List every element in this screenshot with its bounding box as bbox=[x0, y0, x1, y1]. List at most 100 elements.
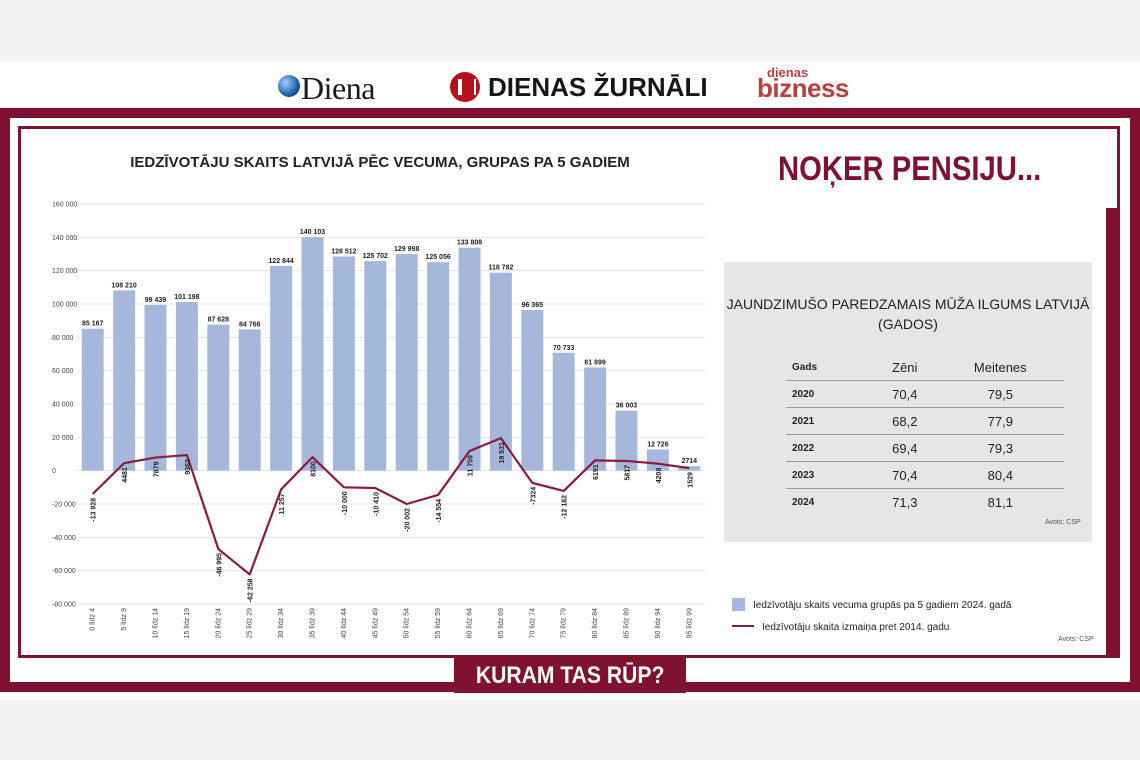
bar bbox=[615, 410, 638, 471]
line-value-label: -46 995 bbox=[216, 553, 223, 577]
x-tick-label: 15 līdz 19 bbox=[184, 608, 191, 638]
line-value-label: 4208 bbox=[656, 468, 663, 484]
y-tick-label: 140 000 bbox=[52, 235, 77, 242]
bar bbox=[332, 256, 355, 471]
bar-value-label: 101 198 bbox=[174, 294, 199, 301]
x-tick-label: 5 līdz 9 bbox=[121, 608, 128, 631]
life-expectancy-box: JAUNDZIMUŠO PAREDZAMAIS MŪŽA ILGUMS LATV… bbox=[724, 262, 1092, 542]
cell-year: 2021 bbox=[786, 407, 873, 435]
bar bbox=[552, 352, 575, 471]
x-tick-label: 20 līdz 24 bbox=[215, 608, 222, 638]
cell-boys: 68,2 bbox=[873, 407, 937, 435]
x-tick-label: 80 līdz 84 bbox=[592, 608, 599, 638]
bar bbox=[207, 324, 230, 471]
bar-value-label: 87 628 bbox=[208, 317, 230, 324]
header-year: Gads bbox=[786, 354, 873, 381]
x-tick-label: 40 līdz 44 bbox=[341, 608, 348, 638]
line-value-label: 1529 bbox=[687, 472, 694, 488]
x-tick-label: 90 līdz 94 bbox=[655, 608, 662, 638]
dienas-zurnali-logo[interactable]: DIENAS ŽURNĀLI bbox=[450, 72, 708, 103]
frame-bottom-border bbox=[18, 655, 1120, 658]
line-value-label: -62 258 bbox=[248, 578, 255, 602]
table-source: Avots: CSP bbox=[1045, 519, 1081, 526]
y-tick-label: -60 000 bbox=[52, 568, 76, 575]
bar-value-label: 36 003 bbox=[616, 403, 638, 410]
bar-value-label: 85 167 bbox=[82, 321, 104, 328]
y-tick-label: 0 bbox=[52, 468, 56, 475]
table-row: 2020 70,4 79,5 bbox=[786, 380, 1064, 408]
x-tick-label: 70 līdz 74 bbox=[529, 608, 536, 638]
subbanner-text: KURAM TAS RŪP? bbox=[475, 662, 665, 689]
life-table-title: JAUNDZIMUŠO PAREDZAMAIS MŪŽA ILGUMS LATV… bbox=[726, 296, 1090, 332]
cell-year: 2022 bbox=[786, 434, 873, 462]
bar bbox=[395, 254, 418, 471]
bottom-band bbox=[0, 700, 1140, 760]
change-series-line bbox=[91, 437, 690, 576]
bar-value-label: 108 210 bbox=[111, 282, 136, 289]
zurnali-logo-text: DIENAS ŽURNĀLI bbox=[488, 72, 708, 102]
line-value-label: 6191 bbox=[593, 464, 600, 480]
line-value-label: -14 554 bbox=[436, 499, 443, 523]
bar-value-label: 129 998 bbox=[394, 246, 419, 253]
line-value-label: -10 410 bbox=[373, 492, 380, 516]
diena-logo[interactable]: Diena bbox=[278, 70, 375, 107]
bar-value-label: 2714 bbox=[682, 458, 698, 465]
bar bbox=[364, 261, 387, 471]
zurnali-emblem-icon bbox=[450, 72, 480, 102]
y-tick-label: 60 000 bbox=[52, 368, 74, 375]
y-tick-label: 40 000 bbox=[52, 402, 74, 409]
legend-bar-swatch bbox=[732, 598, 745, 611]
x-tick-label: 75 līdz 79 bbox=[561, 608, 568, 638]
y-tick-label: 100 000 bbox=[52, 302, 77, 309]
cell-boys: 70,4 bbox=[873, 461, 937, 489]
bar-value-label: 122 844 bbox=[268, 258, 293, 265]
header-girls: Meitenes bbox=[936, 354, 1064, 381]
population-chart: 160 000 140 000 120 000 100 000 80 000 60 000… bbox=[52, 202, 705, 638]
bar-value-label: 140 103 bbox=[300, 229, 325, 236]
bar-value-label: 118 782 bbox=[488, 265, 513, 272]
chart-title: IEDZĪVOTĀJU SKAITS LATVIJĀ PĒC VECUMA, G… bbox=[130, 154, 630, 171]
dienas-bizness-logo[interactable]: dienas bizness bbox=[757, 66, 849, 101]
x-tick-label: 25 līdz 29 bbox=[247, 608, 254, 638]
legend-line-swatch bbox=[732, 625, 754, 627]
cell-year: 2023 bbox=[786, 461, 873, 489]
bar-value-label: 125 702 bbox=[363, 253, 388, 260]
cell-year: 2024 bbox=[792, 496, 815, 508]
bar bbox=[81, 328, 104, 471]
line-value-label: 9363 bbox=[185, 459, 192, 475]
cell-boys: 69,4 bbox=[873, 434, 937, 462]
cell-girls: 79,3 bbox=[936, 434, 1064, 462]
y-tick-label: -20 000 bbox=[52, 502, 76, 509]
cell-girls: 80,4 bbox=[936, 461, 1064, 489]
x-tick-label: 35 līdz 39 bbox=[310, 608, 317, 638]
cell-girls: 79,5 bbox=[936, 380, 1064, 408]
x-tick-label: 0 līdz 4 bbox=[90, 608, 97, 631]
table-row: 2024 71,3 81,1 bbox=[786, 489, 1064, 516]
bar bbox=[521, 310, 544, 471]
y-tick-label: -40 000 bbox=[52, 535, 76, 542]
line-value-label: -13 928 bbox=[91, 498, 98, 522]
bar-value-label: 128 512 bbox=[331, 248, 356, 255]
bar bbox=[678, 466, 701, 471]
x-tick-label: 95 līdz 99 bbox=[686, 608, 693, 638]
x-tick-label: 55 līdz 59 bbox=[435, 608, 442, 638]
bizness-logo-big: bizness bbox=[757, 73, 849, 103]
table-row: 2023 70,4 80,4 bbox=[786, 461, 1064, 489]
headline: NOĶER PENSIJU... bbox=[778, 150, 1042, 188]
bar-value-label: 133 808 bbox=[457, 240, 482, 247]
bar-value-label: 61 899 bbox=[584, 360, 606, 367]
bar-value-label: 125 056 bbox=[425, 254, 450, 261]
cell-year: 2020 bbox=[786, 380, 873, 408]
bar bbox=[175, 302, 198, 471]
x-tick-label: 45 līdz 49 bbox=[372, 608, 379, 638]
y-tick-label: 80 000 bbox=[52, 335, 74, 342]
x-tick-label: 10 līdz 14 bbox=[153, 608, 160, 638]
line-value-label: 11 759 bbox=[468, 455, 475, 476]
bar bbox=[270, 265, 293, 471]
cell-girls: 81,1 bbox=[987, 494, 1013, 510]
globe-icon bbox=[278, 75, 300, 97]
bar-value-label: 99 439 bbox=[145, 297, 167, 304]
line-value-label: -7324 bbox=[530, 487, 537, 505]
x-tick-label: 85 līdz 89 bbox=[624, 608, 631, 638]
diena-logo-text: Diena bbox=[301, 70, 375, 106]
